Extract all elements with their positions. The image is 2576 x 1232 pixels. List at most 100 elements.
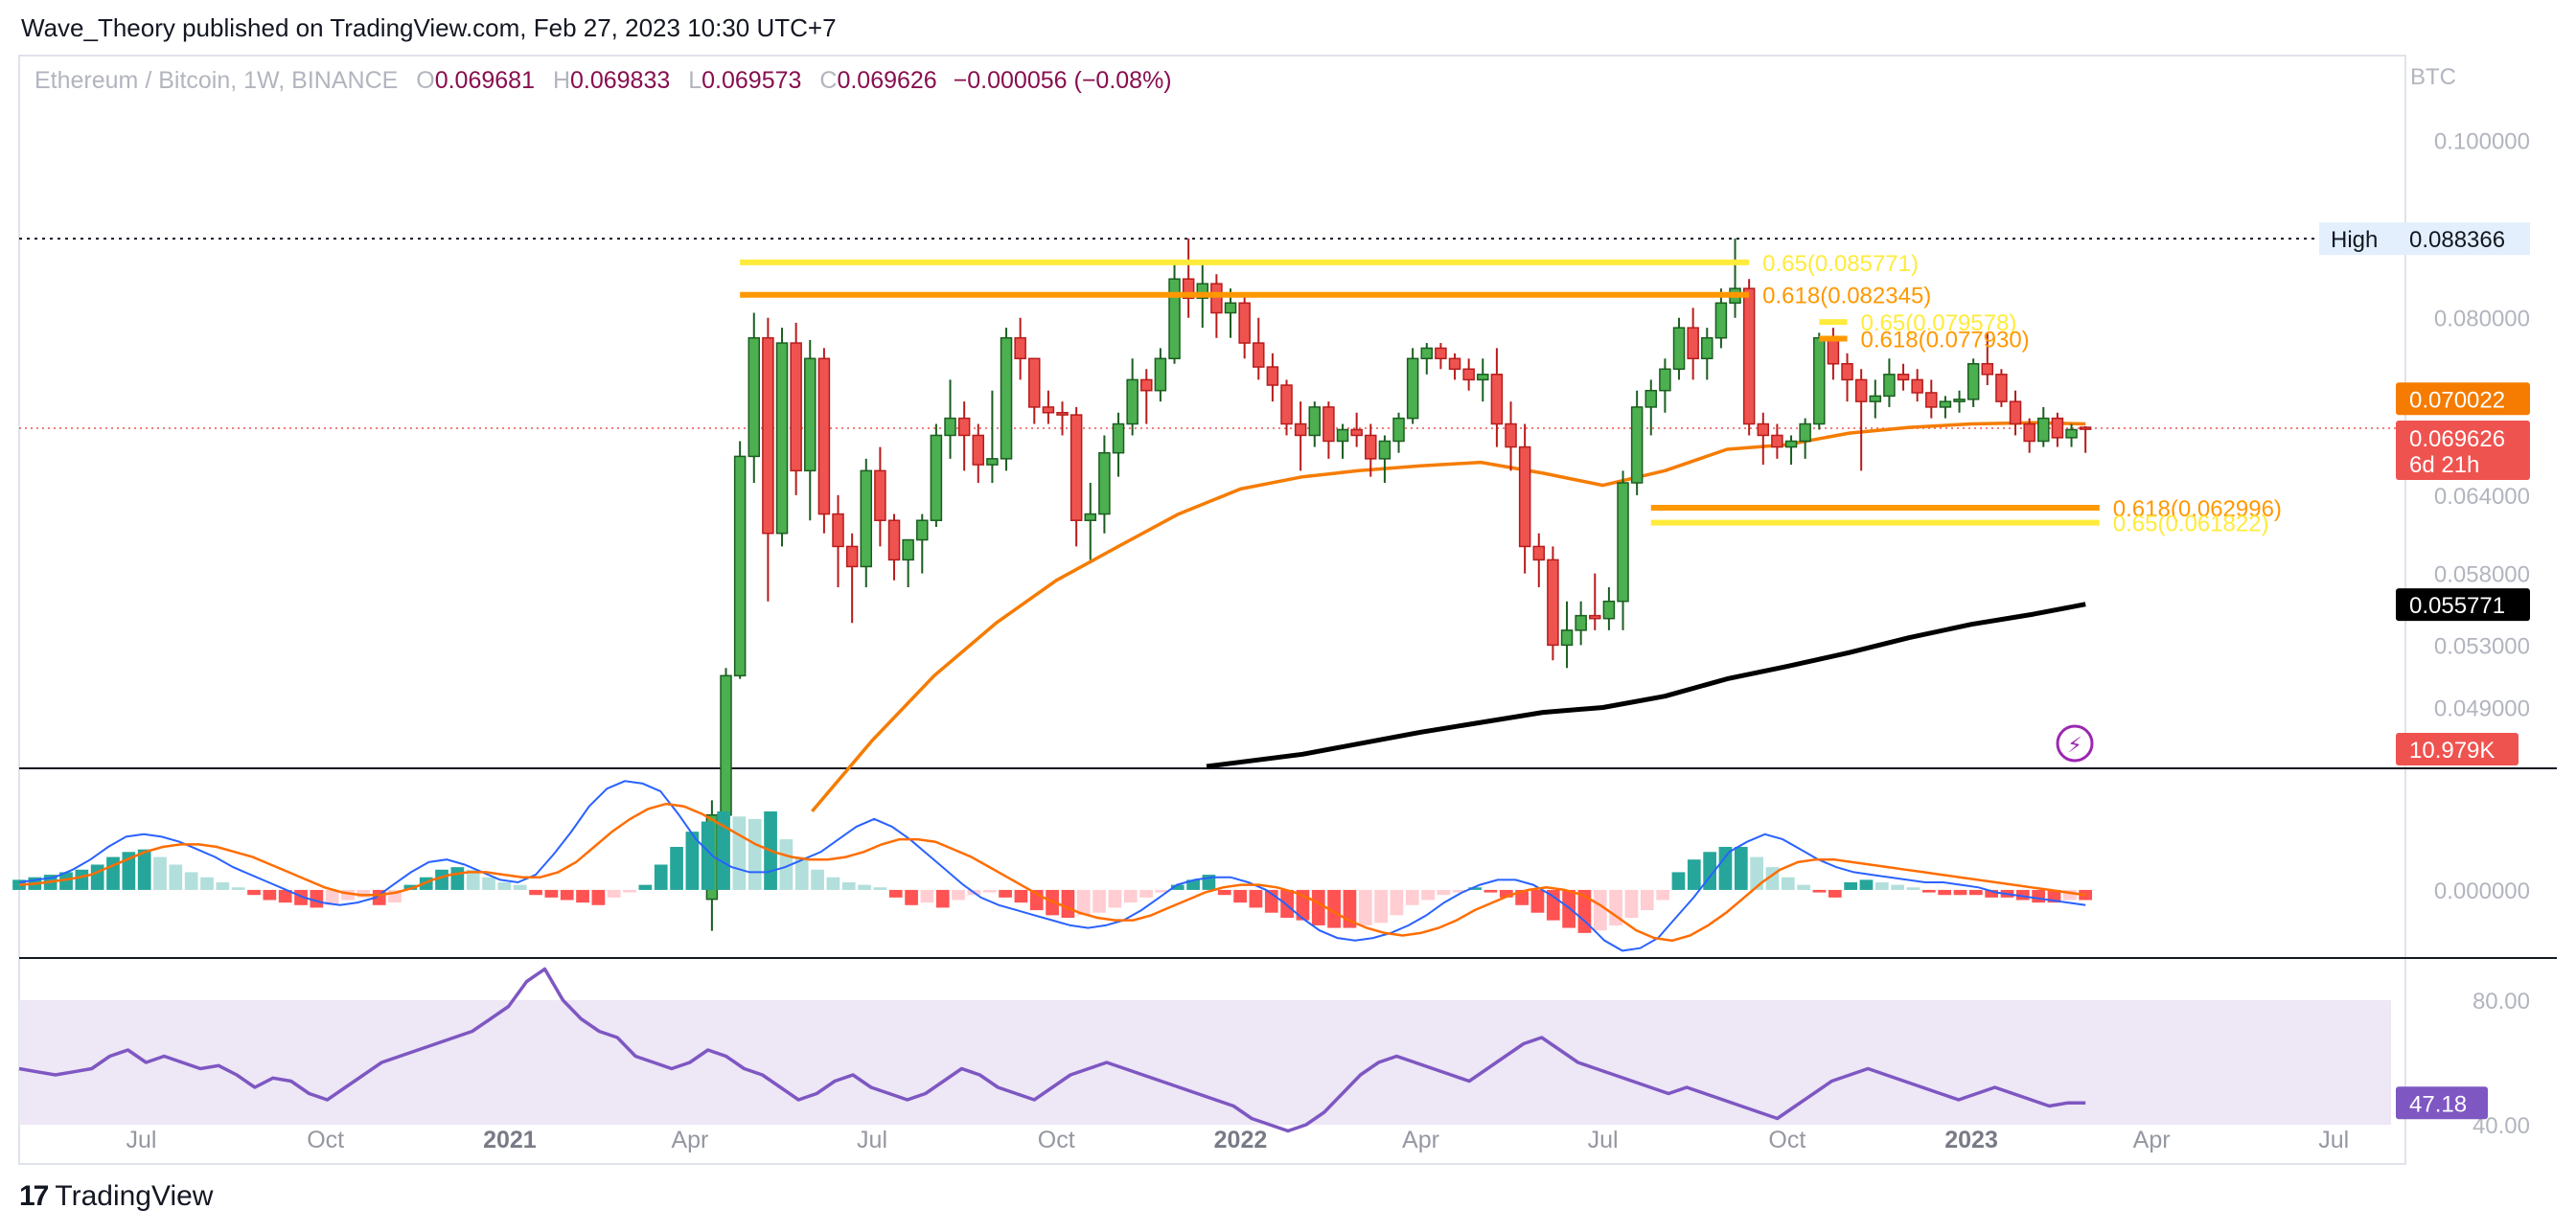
macd-histogram-bar <box>1844 882 1858 890</box>
price-axis-tick: 0.080000 <box>2434 307 2530 332</box>
macd-histogram-bar <box>1358 889 1372 925</box>
candle <box>1280 379 1293 436</box>
candle <box>832 494 844 588</box>
candle <box>1098 435 1111 534</box>
ema-orange-line <box>811 421 2086 813</box>
macd-histogram-bar <box>169 864 183 890</box>
tradingview-footer[interactable]: 17 TradingView <box>19 1180 213 1213</box>
rsi-line <box>18 967 2086 1133</box>
macd-histogram-bar <box>858 884 871 890</box>
candle-body <box>1644 389 1658 408</box>
candle-body <box>1854 378 1868 402</box>
candle <box>1701 328 1714 380</box>
candle-body <box>1253 342 1265 368</box>
candle <box>1799 418 1811 459</box>
macd-histogram-bar <box>1687 859 1701 890</box>
candle <box>1014 317 1026 380</box>
candle-body <box>1981 362 1994 376</box>
candle <box>1210 274 1223 338</box>
candle-body <box>1799 422 1811 443</box>
macd-histogram-bar <box>1233 889 1247 903</box>
candle-body <box>1154 357 1167 392</box>
macd-line <box>18 780 2086 952</box>
candle <box>1729 238 1741 318</box>
candle-body <box>1841 362 1853 381</box>
macd-histogram-bar <box>1938 889 1952 896</box>
publisher-header: Wave_Theory published on TradingView.com… <box>21 13 837 42</box>
macd-histogram-bar <box>999 889 1012 898</box>
candle-body <box>1378 440 1392 460</box>
macd-histogram-bar <box>90 864 104 890</box>
candle <box>720 668 732 821</box>
candle-body <box>1617 482 1629 603</box>
macd-histogram-bar <box>1874 882 1889 890</box>
candle <box>1630 390 1644 495</box>
candle <box>1000 328 1013 471</box>
macd-histogram-bar <box>1593 889 1607 931</box>
bar-countdown-label: 6d 21h <box>2409 452 2479 478</box>
candle <box>1028 357 1041 424</box>
candle <box>775 328 789 547</box>
candle-body <box>1294 422 1307 437</box>
candle <box>1981 332 1994 386</box>
candle-body <box>986 458 999 466</box>
high-value-box <box>2396 222 2530 256</box>
legend-high-label: H <box>552 67 570 94</box>
candle <box>1995 369 2008 407</box>
candle <box>1420 343 1434 375</box>
macd-histogram-bar <box>1797 884 1810 890</box>
candle-body <box>1995 374 2008 402</box>
legend-close-label: C <box>819 67 838 94</box>
time-axis-tick: Apr <box>1402 1127 1439 1153</box>
candle <box>1238 293 1251 359</box>
macd-histogram-bar <box>1953 889 1967 896</box>
candle <box>1518 423 1531 574</box>
candle-body <box>1462 368 1475 381</box>
candle <box>1813 332 1826 430</box>
candle-body <box>1630 406 1644 484</box>
symbol-legend[interactable]: Ethereum / Bitcoin, 1W, BINANCE O0.06968… <box>34 67 1172 95</box>
high-value-label: 0.088366 <box>2409 227 2505 253</box>
candle-body <box>1687 327 1699 360</box>
candle <box>1841 353 1853 402</box>
candle-body <box>1589 614 1601 620</box>
candle <box>1897 363 1910 391</box>
candle-body <box>944 417 956 437</box>
candle-body <box>1505 422 1517 448</box>
currency-label: BTC <box>2410 64 2456 90</box>
macd-histogram-bar <box>2032 889 2046 903</box>
macd-histogram-bar <box>356 889 371 898</box>
tradingview-logo-icon: 17 <box>19 1180 49 1212</box>
candle <box>1126 358 1138 436</box>
candle <box>1827 328 1840 380</box>
candle-body <box>1420 347 1434 360</box>
macd-histogram-bar <box>1123 889 1138 903</box>
macd-histogram-bar <box>12 879 26 890</box>
macd-histogram-bar <box>1311 889 1325 925</box>
candle-body <box>1532 545 1546 561</box>
candle-body <box>1477 374 1489 381</box>
ema-black-line <box>1206 602 2086 769</box>
candle-body <box>1925 392 1938 408</box>
candle-body <box>972 434 985 466</box>
macd-histogram-bar <box>1327 889 1341 928</box>
macd-histogram-bar <box>638 884 653 890</box>
macd-histogram-bar <box>607 889 621 898</box>
chart-svg[interactable]: 0.65(0.085771) 0.618(0.082345)0.65(0.0795… <box>0 0 2576 1174</box>
candle <box>2065 423 2078 447</box>
candle-body <box>930 434 943 521</box>
time-axis-tick: Oct <box>1768 1127 1806 1153</box>
candle <box>944 379 956 459</box>
candle <box>1714 288 1728 349</box>
ema-black-price-label-box <box>2396 588 2530 622</box>
macd-histogram-bar <box>1921 889 1936 893</box>
macd-histogram-bar <box>310 889 324 908</box>
candle-body <box>860 469 873 568</box>
candle <box>930 423 943 527</box>
candle <box>874 446 886 547</box>
macd-histogram-bar <box>544 889 559 898</box>
legend-symbol: Ethereum / Bitcoin, 1W, BINANCE <box>34 67 399 94</box>
candle <box>1448 353 1461 380</box>
macd-histogram-bar <box>1906 887 1920 890</box>
macd-histogram-bar <box>200 877 214 890</box>
